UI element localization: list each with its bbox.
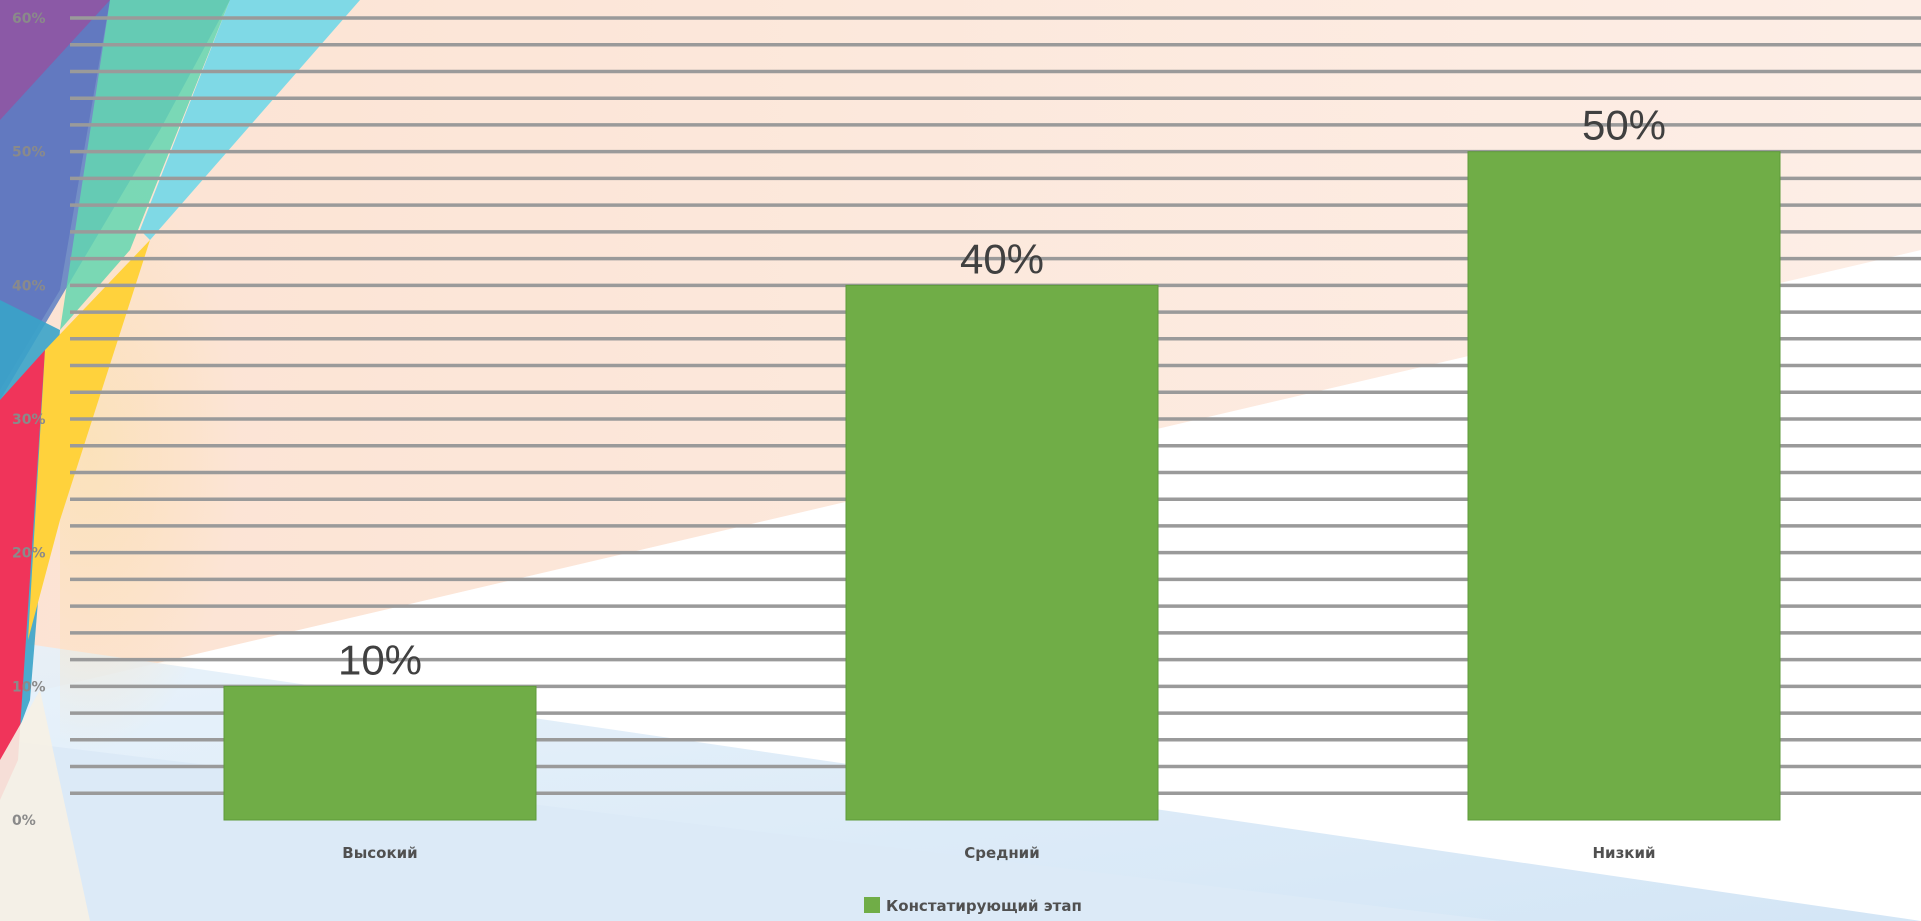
data-label: 10% xyxy=(338,636,422,683)
y-tick-label: 60% xyxy=(12,11,46,27)
category-label: Низкий xyxy=(1593,844,1656,862)
y-tick-label: 20% xyxy=(12,546,46,562)
bar xyxy=(223,685,537,821)
y-tick-label: 40% xyxy=(12,278,46,294)
legend-swatch xyxy=(864,897,880,913)
bar xyxy=(845,284,1159,821)
legend: Констатирующий этап xyxy=(864,897,1082,915)
data-label: 40% xyxy=(960,235,1044,282)
y-tick-label: 30% xyxy=(12,412,46,428)
bars xyxy=(223,151,1781,821)
y-tick-label: 50% xyxy=(12,145,46,161)
y-tick-label: 0% xyxy=(12,813,36,829)
category-label: Средний xyxy=(964,844,1039,862)
legend-label: Констатирующий этап xyxy=(886,897,1082,915)
category-label: Высокий xyxy=(342,844,417,862)
y-tick-label: 10% xyxy=(12,679,46,695)
y-axis-ticks: 0% 10% 20% 30% 40% 50% 60% xyxy=(12,11,46,829)
data-labels: 10% 40% 50% xyxy=(338,102,1666,684)
bar xyxy=(1467,151,1781,821)
category-labels: Высокий Средний Низкий xyxy=(342,844,1655,862)
data-label: 50% xyxy=(1582,102,1666,149)
